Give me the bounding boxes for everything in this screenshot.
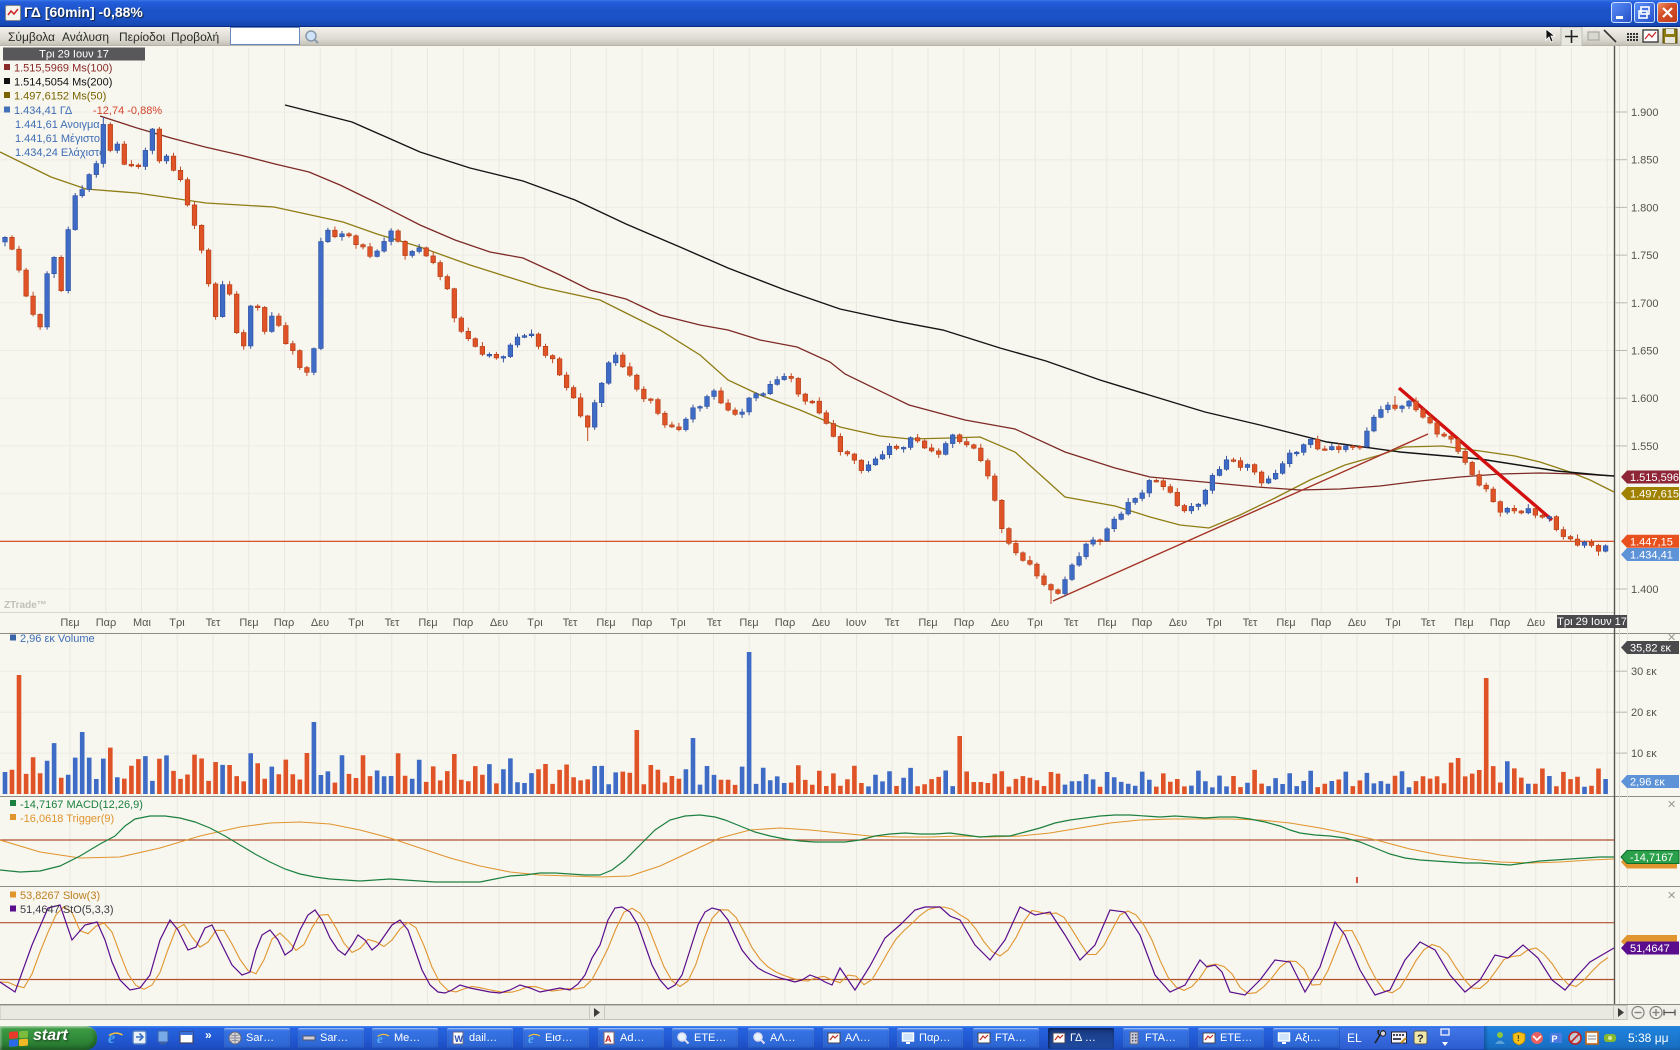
svg-text:W: W bbox=[455, 1034, 464, 1044]
svg-text:2,96 εκ Volume: 2,96 εκ Volume bbox=[20, 633, 95, 645]
svg-text:✕: ✕ bbox=[1667, 799, 1676, 811]
svg-text:-14,7167: -14,7167 bbox=[1630, 852, 1673, 864]
svg-text:-16,0618 Trigger(9): -16,0618 Trigger(9) bbox=[20, 813, 114, 825]
svg-text:Πεμ: Πεμ bbox=[1097, 617, 1116, 629]
svg-text:2,96 εκ: 2,96 εκ bbox=[1630, 777, 1665, 789]
svg-text:Τρι: Τρι bbox=[527, 617, 543, 629]
svg-text:Τρι: Τρι bbox=[670, 617, 686, 629]
svg-text:1.515,596: 1.515,596 bbox=[1630, 472, 1679, 484]
svg-text:51,4647: 51,4647 bbox=[1630, 943, 1670, 955]
svg-text:Δευ: Δευ bbox=[1348, 617, 1366, 629]
svg-text:1.434,24 Ελάχιστο: 1.434,24 Ελάχιστο bbox=[15, 147, 105, 159]
svg-text:!: ! bbox=[1517, 1034, 1520, 1043]
svg-text:35,82 εκ: 35,82 εκ bbox=[1630, 643, 1671, 655]
svg-text:1.550: 1.550 bbox=[1631, 441, 1659, 453]
svg-text:1.850: 1.850 bbox=[1631, 155, 1659, 167]
svg-text:-12,74 -0,88%: -12,74 -0,88% bbox=[93, 105, 162, 117]
svg-text:Παρ: Παρ bbox=[775, 617, 796, 629]
svg-text:P: P bbox=[1552, 1034, 1558, 1044]
svg-text:Τετ: Τετ bbox=[563, 617, 578, 629]
svg-text:1.650: 1.650 bbox=[1631, 346, 1659, 358]
svg-text:Τετ: Τετ bbox=[385, 617, 400, 629]
svg-text:1.750: 1.750 bbox=[1631, 250, 1659, 262]
svg-text:Παρ: Παρ bbox=[274, 617, 295, 629]
svg-text:1.514,5054 Ms(200): 1.514,5054 Ms(200) bbox=[14, 77, 112, 89]
svg-text:Δευ: Δευ bbox=[311, 617, 329, 629]
svg-text:ZTrade™: ZTrade™ bbox=[4, 600, 47, 611]
svg-text:10 εκ: 10 εκ bbox=[1631, 748, 1657, 760]
svg-text:Τετ: Τετ bbox=[707, 617, 722, 629]
svg-text:Ιουν: Ιουν bbox=[846, 617, 867, 629]
svg-text:Δευ: Δευ bbox=[490, 617, 508, 629]
svg-text:Παρ: Παρ bbox=[453, 617, 474, 629]
svg-text:Τετ: Τετ bbox=[1243, 617, 1258, 629]
svg-text:Παρ: Παρ bbox=[1490, 617, 1511, 629]
svg-text:Δευ: Δευ bbox=[1169, 617, 1187, 629]
svg-text:1.400: 1.400 bbox=[1631, 584, 1659, 596]
svg-text:e: e bbox=[377, 1031, 383, 1045]
svg-text:Τρι 29 Ιουν 17: Τρι 29 Ιουν 17 bbox=[39, 49, 109, 61]
svg-text:Πεμ: Πεμ bbox=[596, 617, 615, 629]
svg-text:1.515,5969 Ms(100): 1.515,5969 Ms(100) bbox=[14, 63, 112, 75]
svg-text:A: A bbox=[605, 1034, 612, 1044]
svg-text:1.441,61 Μέγιστο: 1.441,61 Μέγιστο bbox=[15, 133, 100, 145]
svg-text:Δευ: Δευ bbox=[812, 617, 830, 629]
svg-text:Πεμ: Πεμ bbox=[60, 617, 79, 629]
svg-text:Παρ: Παρ bbox=[954, 617, 975, 629]
svg-text:e: e bbox=[528, 1031, 534, 1045]
svg-text:✕: ✕ bbox=[1667, 632, 1676, 644]
svg-text:Παρ: Παρ bbox=[1132, 617, 1153, 629]
svg-text:Παρ: Παρ bbox=[632, 617, 653, 629]
svg-text:Τρι: Τρι bbox=[1385, 617, 1401, 629]
svg-text:Παρ: Παρ bbox=[1311, 617, 1332, 629]
svg-text:1.434,41: 1.434,41 bbox=[1630, 550, 1673, 562]
svg-text:53,8267 Slow(3): 53,8267 Slow(3) bbox=[20, 890, 100, 902]
svg-text:-14,7167 MACD(12,26,9): -14,7167 MACD(12,26,9) bbox=[20, 799, 143, 811]
svg-text:Παρ: Παρ bbox=[96, 617, 117, 629]
svg-text:Τρι 29 Ιουν 17: Τρι 29 Ιουν 17 bbox=[1557, 616, 1627, 628]
svg-text:Τρι: Τρι bbox=[348, 617, 364, 629]
svg-text:Τρι: Τρι bbox=[1206, 617, 1222, 629]
svg-text:1.447,15: 1.447,15 bbox=[1630, 536, 1673, 548]
svg-text:51,4647 StO(5,3,3): 51,4647 StO(5,3,3) bbox=[20, 904, 114, 916]
svg-text:Πεμ: Πεμ bbox=[739, 617, 758, 629]
svg-text:Τετ: Τετ bbox=[885, 617, 900, 629]
svg-text:1.441,61 Ανοιγμα: 1.441,61 Ανοιγμα bbox=[15, 119, 100, 131]
svg-text:1.600: 1.600 bbox=[1631, 393, 1659, 405]
svg-text:20 εκ: 20 εκ bbox=[1631, 707, 1657, 719]
svg-text:Πεμ: Πεμ bbox=[418, 617, 437, 629]
svg-text:30 εκ: 30 εκ bbox=[1631, 666, 1657, 678]
svg-text:Πεμ: Πεμ bbox=[1454, 617, 1473, 629]
svg-text:Τετ: Τετ bbox=[1421, 617, 1436, 629]
svg-text:Τετ: Τετ bbox=[1064, 617, 1079, 629]
svg-text:1.434,41 ΓΔ: 1.434,41 ΓΔ bbox=[14, 105, 73, 117]
svg-text:✕: ✕ bbox=[1667, 890, 1676, 902]
svg-text:Τετ: Τετ bbox=[206, 617, 221, 629]
svg-text:Τρι: Τρι bbox=[1027, 617, 1043, 629]
svg-text:Δευ: Δευ bbox=[1527, 617, 1545, 629]
svg-text:?: ? bbox=[1417, 1033, 1424, 1045]
svg-text:Τρι: Τρι bbox=[169, 617, 185, 629]
svg-text:Πεμ: Πεμ bbox=[918, 617, 937, 629]
svg-text:1.497,6152 Ms(50): 1.497,6152 Ms(50) bbox=[14, 91, 106, 103]
svg-text:1.900: 1.900 bbox=[1631, 107, 1659, 119]
svg-text:1.700: 1.700 bbox=[1631, 298, 1659, 310]
svg-text:Πεμ: Πεμ bbox=[1276, 617, 1295, 629]
svg-text:Πεμ: Πεμ bbox=[239, 617, 258, 629]
svg-text:e: e bbox=[108, 1030, 115, 1046]
svg-text:Δευ: Δευ bbox=[991, 617, 1009, 629]
svg-text:1.800: 1.800 bbox=[1631, 202, 1659, 214]
svg-text:1.497,615: 1.497,615 bbox=[1630, 489, 1679, 501]
svg-text:Μαι: Μαι bbox=[133, 617, 152, 629]
